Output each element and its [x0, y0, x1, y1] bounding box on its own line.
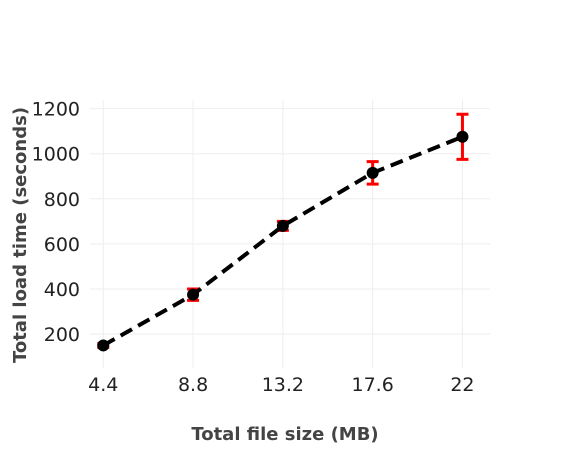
data-point [456, 130, 469, 143]
x-tick-label: 22 [450, 374, 474, 396]
data-point [366, 166, 379, 179]
x-tick-label: 13.2 [262, 374, 304, 396]
data-points [97, 130, 469, 352]
y-tick-label: 800 [44, 189, 80, 211]
x-axis-title: Total file size (MB) [191, 424, 378, 445]
x-tick-label: 17.6 [351, 374, 393, 396]
y-tick-label: 1200 [32, 99, 80, 121]
y-tick-labels: 200 400 600 800 1000 1200 [32, 99, 80, 347]
data-point [276, 219, 289, 232]
y-tick-label: 400 [44, 279, 80, 301]
y-axis-title: Total load time (seconds) [10, 107, 31, 363]
x-tick-label: 8.8 [178, 374, 208, 396]
y-tick-label: 600 [44, 234, 80, 256]
data-point [187, 288, 200, 301]
y-tick-label: 200 [44, 324, 80, 346]
data-point [97, 339, 110, 352]
x-tick-labels: 4.4 8.8 13.2 17.6 22 [88, 374, 474, 396]
x-tick-label: 4.4 [88, 374, 118, 396]
gridlines [90, 100, 490, 368]
series-line [102, 134, 464, 348]
y-tick-label: 1000 [32, 144, 80, 166]
